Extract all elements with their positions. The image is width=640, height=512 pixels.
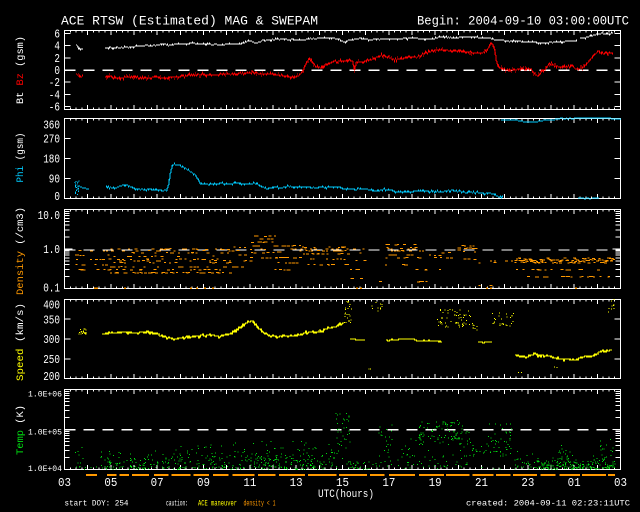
svg-text:11: 11 <box>243 477 256 490</box>
svg-text:400: 400 <box>43 300 60 313</box>
svg-text:-4: -4 <box>49 89 60 102</box>
svg-text:Density (/cm3): Density (/cm3) <box>15 207 27 295</box>
svg-text:Begin: 2004-09-10 03:00:00UTC: Begin: 2004-09-10 03:00:00UTC <box>417 14 629 29</box>
svg-text:19: 19 <box>429 477 442 490</box>
svg-text:ACE RTSW (Estimated) MAG & SWE: ACE RTSW (Estimated) MAG & SWEPAM <box>61 14 318 29</box>
svg-text:-2: -2 <box>49 77 60 90</box>
svg-text:0: 0 <box>54 191 60 204</box>
svg-text:350: 350 <box>43 314 60 327</box>
svg-text:21: 21 <box>475 477 488 490</box>
svg-text:05: 05 <box>104 477 117 490</box>
svg-text:2: 2 <box>54 53 60 66</box>
svg-text:1.0E+05: 1.0E+05 <box>28 429 62 438</box>
svg-text:Phi (gsm): Phi (gsm) <box>15 133 27 183</box>
svg-text:180: 180 <box>43 154 60 167</box>
svg-text:1.0: 1.0 <box>43 244 60 257</box>
svg-text:300: 300 <box>43 334 60 347</box>
svg-text:4: 4 <box>54 41 60 54</box>
svg-text:200: 200 <box>43 371 60 384</box>
svg-text:6: 6 <box>54 29 60 42</box>
svg-text:1.0E+04: 1.0E+04 <box>28 465 62 474</box>
svg-text:density < 1: density < 1 <box>244 500 276 509</box>
svg-text:caution:: caution: <box>166 500 188 509</box>
svg-text:03: 03 <box>614 477 627 490</box>
svg-text:start DOY: 254: start DOY: 254 <box>65 500 129 509</box>
svg-text:07: 07 <box>151 477 164 490</box>
svg-text:01: 01 <box>568 477 581 490</box>
svg-text:360: 360 <box>43 120 60 133</box>
svg-text:Bt Bz (gsm): Bt Bz (gsm) <box>15 36 27 104</box>
svg-text:10.0: 10.0 <box>38 210 60 223</box>
svg-text:15: 15 <box>336 477 349 490</box>
svg-text:Speed (km/s): Speed (km/s) <box>15 303 27 381</box>
svg-text:03: 03 <box>58 477 71 490</box>
svg-text:270: 270 <box>43 134 60 147</box>
svg-text:13: 13 <box>290 477 303 490</box>
svg-text:0.1: 0.1 <box>43 283 60 296</box>
svg-text:UTC(hours): UTC(hours) <box>318 489 374 501</box>
svg-text:Temp (K): Temp (K) <box>15 405 27 455</box>
svg-text:23: 23 <box>521 477 534 490</box>
svg-text:17: 17 <box>382 477 395 490</box>
svg-text:created: 2004-09-11 02:23:11UT: created: 2004-09-11 02:23:11UTC <box>466 500 630 509</box>
svg-text:1.0E+06: 1.0E+06 <box>28 390 62 399</box>
svg-text:0: 0 <box>54 65 60 78</box>
svg-text:250: 250 <box>43 354 60 367</box>
svg-text:-6: -6 <box>49 101 60 114</box>
svg-text:09: 09 <box>197 477 210 490</box>
svg-text:ACE maneuver: ACE maneuver <box>198 500 237 509</box>
svg-text:90: 90 <box>49 174 60 187</box>
